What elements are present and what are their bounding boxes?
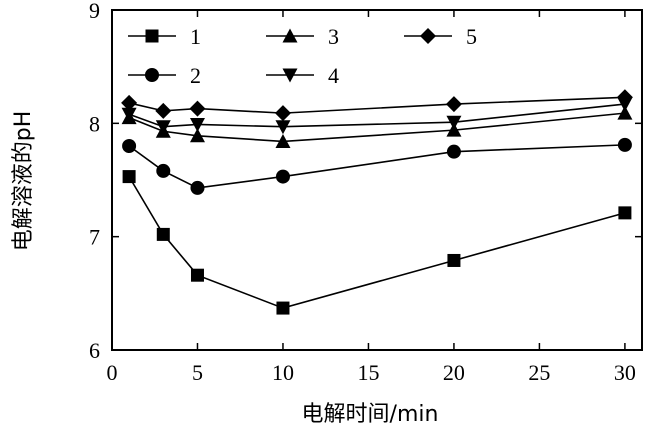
legend-item-5: 5: [404, 24, 477, 49]
legend-marker: [145, 68, 159, 82]
series-line-1: [128, 176, 626, 309]
data-point-4: [121, 107, 137, 122]
data-point-4: [189, 117, 205, 132]
data-point-3: [617, 105, 633, 120]
series-layer: [121, 89, 633, 315]
data-point-2: [190, 180, 205, 195]
data-point-4: [275, 120, 291, 135]
y-tick-label: 7: [89, 225, 100, 250]
legend: 1 2 3 4 5: [128, 24, 477, 88]
legend-label: 1: [190, 24, 201, 49]
series-3: [121, 105, 633, 148]
plot-frame: [111, 9, 643, 351]
data-point-2: [275, 169, 290, 184]
data-point-5: [121, 94, 138, 111]
y-tick-label: 9: [89, 0, 100, 23]
legend-item-2: 2: [128, 63, 201, 88]
data-point-5: [155, 102, 172, 119]
data-point-5: [274, 105, 291, 122]
series-line-5: [128, 96, 625, 114]
x-tick-label: 5: [192, 360, 203, 385]
data-point-3: [275, 133, 291, 148]
x-tick-label: 0: [107, 360, 118, 385]
series-line-4: [128, 103, 625, 128]
data-point-2: [156, 163, 171, 178]
legend-label: 5: [466, 24, 477, 49]
series-1: [122, 170, 632, 315]
x-tick-label: 15: [357, 360, 379, 385]
x-tick-label: 20: [443, 360, 465, 385]
y-tick-label: 8: [89, 111, 100, 136]
y-axis-title: 电解溶液的pH: [11, 111, 36, 252]
x-axis-title: 电解时间/min: [302, 402, 439, 427]
legend-item-4: 4: [266, 63, 339, 88]
series-line-3: [128, 112, 625, 143]
series-line-2: [128, 144, 625, 189]
data-point-5: [189, 100, 206, 117]
legend-marker: [145, 29, 159, 43]
data-point-4: [446, 115, 462, 130]
data-point-1: [190, 268, 204, 282]
legend-marker: [420, 28, 436, 44]
x-tick-label: 25: [528, 360, 550, 385]
series-2: [122, 137, 632, 195]
legend-label: 2: [190, 63, 201, 88]
data-point-1: [276, 301, 290, 315]
legend-label: 3: [328, 24, 339, 49]
x-tick-label: 10: [272, 360, 294, 385]
data-point-5: [445, 96, 462, 113]
data-point-2: [446, 144, 461, 159]
data-point-1: [156, 227, 170, 241]
data-point-1: [447, 253, 461, 267]
legend-label: 4: [328, 63, 339, 88]
legend-item-1: 1: [128, 24, 201, 49]
legend-marker: [282, 28, 298, 43]
y-tick-label: 6: [89, 338, 100, 363]
data-point-2: [617, 137, 632, 152]
data-point-2: [122, 139, 137, 153]
legend-marker: [282, 68, 298, 83]
data-point-4: [155, 120, 171, 135]
data-point-1: [122, 170, 136, 184]
data-point-3: [189, 128, 205, 143]
x-tick-label: 30: [614, 360, 636, 385]
series-5: [121, 89, 633, 122]
data-point-1: [618, 206, 632, 220]
legend-item-3: 3: [266, 24, 339, 49]
data-point-5: [616, 89, 633, 106]
